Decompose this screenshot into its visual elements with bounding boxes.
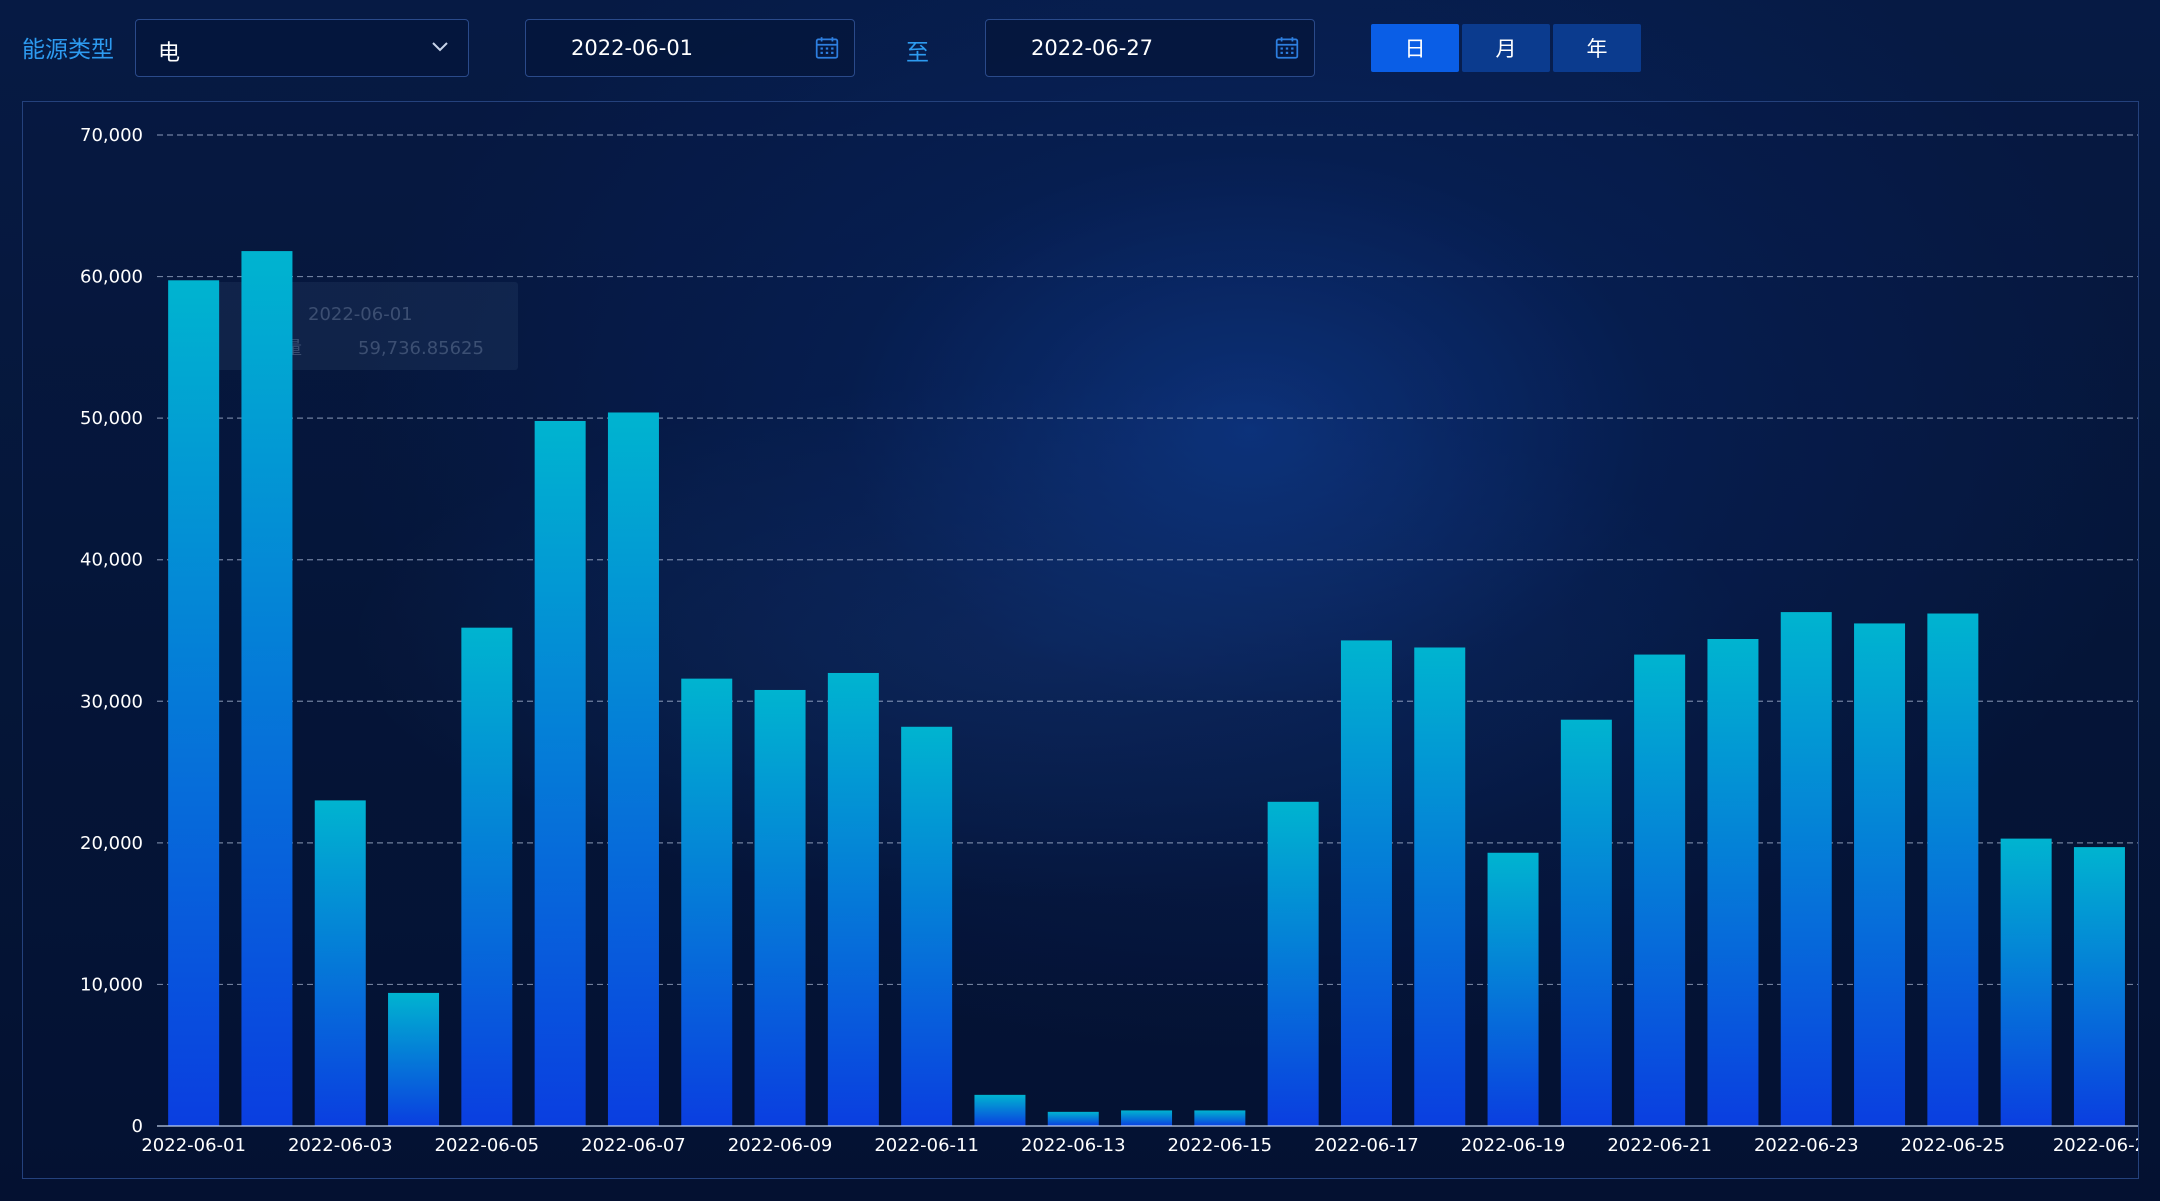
x-tick-label: 2022-06-11 — [874, 1135, 979, 1156]
x-tick-label: 2022-06-05 — [435, 1135, 540, 1156]
bar-2022-06-10[interactable] — [827, 672, 879, 1126]
x-tick-label: 2022-06-23 — [1754, 1135, 1859, 1156]
x-tick-label: 2022-06-15 — [1168, 1135, 1273, 1156]
y-tick-label: 60,000 — [80, 267, 143, 288]
bar-2022-06-24[interactable] — [1854, 623, 1906, 1126]
bar-2022-06-14[interactable] — [1121, 1110, 1173, 1126]
x-tick-label: 2022-06-07 — [581, 1135, 686, 1156]
bar-2022-06-18[interactable] — [1414, 647, 1466, 1126]
bar-2022-06-06[interactable] — [534, 420, 586, 1127]
start-date-input[interactable]: 2022-06-01 — [525, 19, 855, 77]
bar-2022-06-23[interactable] — [1780, 612, 1832, 1126]
x-tick-label: 2022-06-19 — [1461, 1135, 1566, 1156]
granularity-day-button[interactable]: 日 — [1371, 24, 1459, 72]
x-tick-label: 2022-06-13 — [1021, 1135, 1126, 1156]
x-tick-label: 2022-06-03 — [288, 1135, 393, 1156]
bar-2022-06-12[interactable] — [974, 1094, 1026, 1126]
y-tick-label: 20,000 — [80, 833, 143, 854]
y-tick-label: 40,000 — [80, 550, 143, 571]
x-tick-label: 2022-06-21 — [1607, 1135, 1712, 1156]
bar-2022-06-26[interactable] — [2000, 838, 2052, 1126]
energy-type-value: 电 — [158, 41, 181, 66]
bar-2022-06-21[interactable] — [1634, 654, 1686, 1126]
calendar-icon — [815, 37, 839, 59]
bar-2022-06-03[interactable] — [314, 800, 366, 1126]
tooltip-value: 59,736.85625 — [358, 338, 484, 359]
x-tick-label: 2022-06-01 — [141, 1135, 246, 1156]
y-tick-label: 10,000 — [80, 974, 143, 995]
bar-2022-06-22[interactable] — [1707, 638, 1759, 1126]
bar-2022-06-15[interactable] — [1194, 1110, 1246, 1126]
y-tick-label: 30,000 — [80, 691, 143, 712]
bar-2022-06-08[interactable] — [681, 678, 733, 1126]
y-tick-label: 70,000 — [80, 125, 143, 146]
y-tick-label: 0 — [132, 1116, 143, 1137]
bar-2022-06-02[interactable] — [241, 251, 293, 1127]
end-date-value: 2022-06-27 — [1031, 36, 1154, 60]
bar-2022-06-11[interactable] — [901, 726, 953, 1126]
tooltip-date: 2022-06-01 — [308, 304, 413, 325]
granularity-year-button[interactable]: 年 — [1553, 24, 1641, 72]
bar-2022-06-16[interactable] — [1267, 801, 1319, 1126]
bar-2022-06-07[interactable] — [607, 412, 659, 1127]
bar-2022-06-04[interactable] — [388, 992, 440, 1126]
bar-2022-06-05[interactable] — [461, 627, 513, 1126]
bar-chart: 2022-06-01 用电量 59,736.85625 010,00020,00… — [80, 125, 2138, 1156]
end-date-input[interactable]: 2022-06-27 — [985, 19, 1315, 77]
y-tick-label: 50,000 — [80, 408, 143, 429]
x-tick-label: 2022-06-25 — [1901, 1135, 2006, 1156]
bar-2022-06-13[interactable] — [1047, 1111, 1099, 1126]
bar-2022-06-20[interactable] — [1560, 719, 1612, 1126]
chevron-down-icon — [432, 42, 448, 52]
calendar-icon — [1275, 37, 1299, 59]
bar-2022-06-09[interactable] — [754, 689, 806, 1126]
bar-2022-06-19[interactable] — [1487, 852, 1539, 1126]
bar-2022-06-27[interactable] — [2073, 847, 2125, 1126]
granularity-month-button[interactable]: 月 — [1462, 24, 1550, 72]
to-label: 至 — [906, 40, 929, 66]
chart-panel: 2022-06-01 用电量 59,736.85625 010,00020,00… — [22, 101, 2139, 1179]
bar-2022-06-25[interactable] — [1927, 613, 1979, 1126]
x-tick-label: 2022-06-17 — [1314, 1135, 1419, 1156]
bar-2022-06-17[interactable] — [1340, 640, 1392, 1126]
bar-2022-06-01[interactable] — [168, 280, 220, 1126]
energy-type-select[interactable]: 电 — [135, 19, 469, 77]
energy-type-label: 能源类型 — [22, 37, 114, 63]
x-tick-label: 2022-06-09 — [728, 1135, 833, 1156]
start-date-value: 2022-06-01 — [571, 36, 694, 60]
x-tick-label: 2022-06-2 — [2053, 1135, 2138, 1156]
